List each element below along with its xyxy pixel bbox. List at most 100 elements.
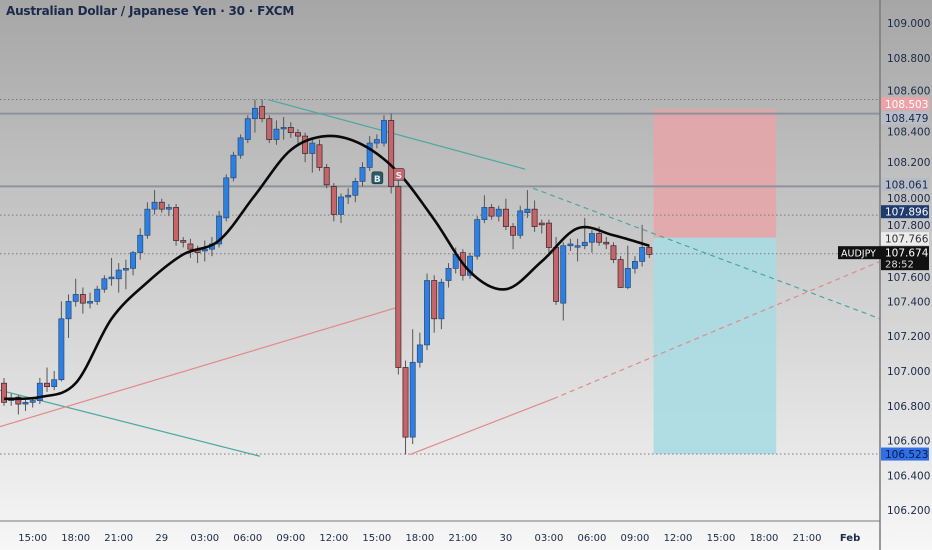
- candle-body: [94, 288, 101, 302]
- trade-marker-s[interactable]: S: [393, 168, 405, 181]
- candle: [567, 238, 574, 251]
- candle-body: [517, 210, 524, 236]
- candle: [352, 177, 359, 203]
- candle: [345, 188, 352, 204]
- candle: [79, 287, 86, 314]
- candle-body: [359, 167, 366, 182]
- candle: [402, 360, 409, 455]
- trendline[interactable]: [0, 306, 400, 428]
- candle-body: [302, 135, 309, 154]
- candle-body: [137, 234, 144, 254]
- chart-title: Australian Dollar / Japanese Yen · 30 · …: [6, 4, 295, 18]
- time-tick-label: 15:00: [362, 533, 391, 544]
- candle-body: [588, 233, 595, 243]
- symbol-label: AUDJPY: [841, 249, 876, 260]
- candle: [187, 238, 194, 258]
- candle-body: [330, 186, 337, 215]
- time-tick-label: 15:00: [18, 533, 47, 544]
- candle-body: [488, 207, 495, 217]
- candle: [495, 205, 502, 222]
- candle: [144, 202, 151, 239]
- take-profit-zone[interactable]: [653, 237, 777, 454]
- candle: [36, 377, 43, 405]
- candle: [330, 183, 337, 222]
- candle: [280, 116, 287, 140]
- price-tick-label: 107.000: [887, 366, 930, 378]
- price-tag-bg: [881, 205, 929, 219]
- candle-body: [72, 294, 79, 302]
- price-tag: 108.479: [881, 111, 929, 125]
- price-tick-label: 106.400: [887, 470, 930, 482]
- candle-body: [402, 367, 409, 438]
- candle-body: [295, 132, 301, 137]
- price-tag-label: 107.766: [885, 234, 929, 246]
- price-tick-label: 107.200: [887, 331, 930, 343]
- candle-body: [22, 401, 29, 405]
- candle-body: [216, 215, 223, 245]
- price-tag-bg: [881, 232, 929, 246]
- time-tick-label: 06:00: [578, 533, 607, 544]
- price-tag-label: 108.503: [885, 99, 928, 111]
- candle-body: [273, 128, 280, 140]
- candle: [639, 224, 646, 267]
- candle: [474, 216, 481, 260]
- last-price-bg: [881, 246, 929, 271]
- candle-body: [201, 248, 208, 252]
- price-tick-label: 106.800: [887, 401, 930, 413]
- candle: [237, 134, 244, 159]
- candle: [481, 195, 488, 224]
- trade-marker-b[interactable]: B: [371, 171, 384, 185]
- price-tick-label: 107.800: [887, 220, 930, 232]
- candle-body: [122, 267, 129, 271]
- candle-body: [416, 344, 423, 363]
- candle: [295, 129, 301, 145]
- price-tick-label: 109.000: [887, 18, 930, 30]
- price-axis[interactable]: 109.000 108.800 108.600 108.400 108.200 108.0…: [887, 18, 930, 517]
- candle-body: [237, 137, 244, 156]
- trendline[interactable]: [267, 98, 526, 170]
- price-tick-label: 108.600: [887, 85, 930, 97]
- candle-body: [115, 269, 122, 280]
- trendline[interactable]: [532, 187, 881, 320]
- stop-loss-zone[interactable]: [653, 109, 777, 238]
- candle-body: [36, 382, 43, 401]
- marker-label: S: [396, 171, 402, 181]
- trendline[interactable]: [0, 389, 261, 457]
- candle: [610, 242, 617, 264]
- candle-body: [230, 154, 237, 179]
- candle-body: [467, 255, 474, 276]
- candle-body: [58, 318, 65, 381]
- price-tag-label: 108.479: [885, 113, 928, 125]
- candle-body: [574, 245, 581, 248]
- candle-body: [632, 261, 638, 269]
- time-axis[interactable]: 15:00 18:00 21:00 29 03:00 06:00 09:00 12:00 15:…: [18, 533, 860, 544]
- price-tag: 108.503: [881, 97, 929, 111]
- candle-body: [252, 107, 258, 120]
- candle-body: [338, 196, 344, 215]
- candle-body: [603, 241, 610, 245]
- candle: [22, 398, 29, 412]
- candle: [366, 136, 373, 171]
- price-tick-label: 106.600: [887, 436, 930, 448]
- candle-body: [610, 245, 617, 260]
- candle: [467, 252, 474, 279]
- candle-body: [474, 219, 481, 257]
- trendline[interactable]: [409, 398, 554, 456]
- candle-body: [345, 194, 352, 198]
- candle: [273, 120, 280, 145]
- candle: [545, 219, 552, 257]
- candle: [173, 203, 180, 246]
- candle: [381, 115, 387, 147]
- candle-body: [79, 294, 86, 304]
- candle: [101, 275, 108, 293]
- candle-body: [15, 396, 22, 405]
- time-tick-label: 09:00: [276, 533, 305, 544]
- candle: [266, 115, 273, 144]
- candle: [388, 113, 395, 194]
- price-tag-label: 108.061: [885, 180, 928, 192]
- time-tick-label: 18:00: [61, 533, 90, 544]
- candle-body: [431, 280, 438, 320]
- candle-body: [316, 144, 323, 168]
